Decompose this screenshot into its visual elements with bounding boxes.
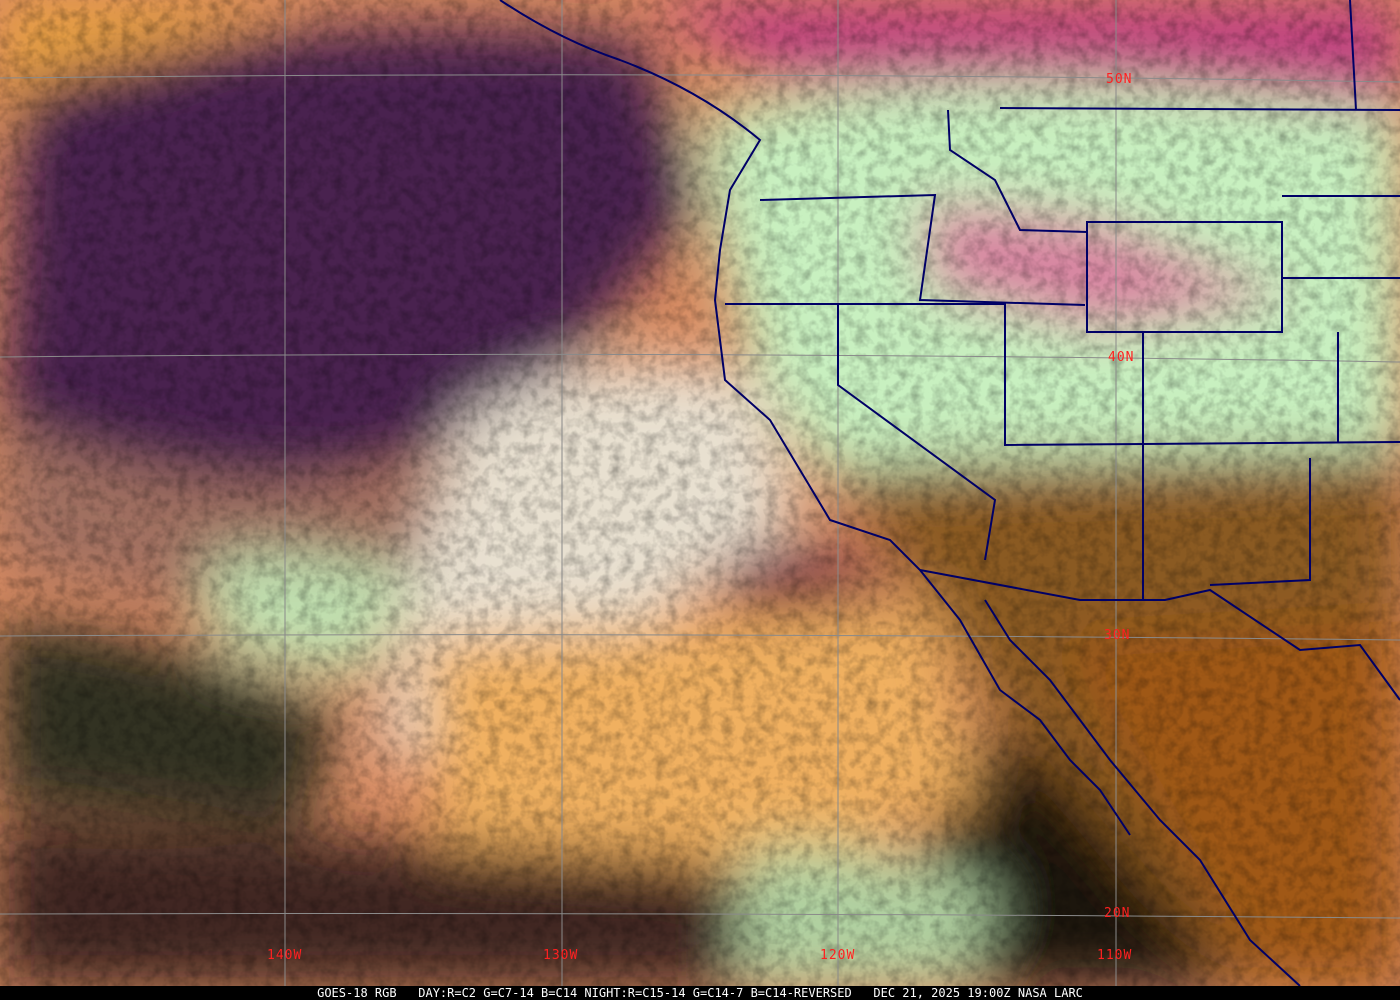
lat-label-50n: 50N	[1106, 72, 1133, 87]
lon-label-140w: 140W	[267, 948, 303, 963]
lat-label-30n: 30N	[1104, 628, 1131, 643]
lon-label-130w: 130W	[543, 948, 579, 963]
lat-label-40n: 40N	[1108, 350, 1135, 365]
lon-label-120w: 120W	[820, 948, 856, 963]
image-caption: GOES-18 RGB DAY:R=C2 G=C7-14 B=C14 NIGHT…	[0, 986, 1400, 1000]
lon-label-110w: 110W	[1097, 948, 1133, 963]
lat-label-20n: 20N	[1104, 906, 1131, 921]
political-borders	[499, 0, 1400, 986]
